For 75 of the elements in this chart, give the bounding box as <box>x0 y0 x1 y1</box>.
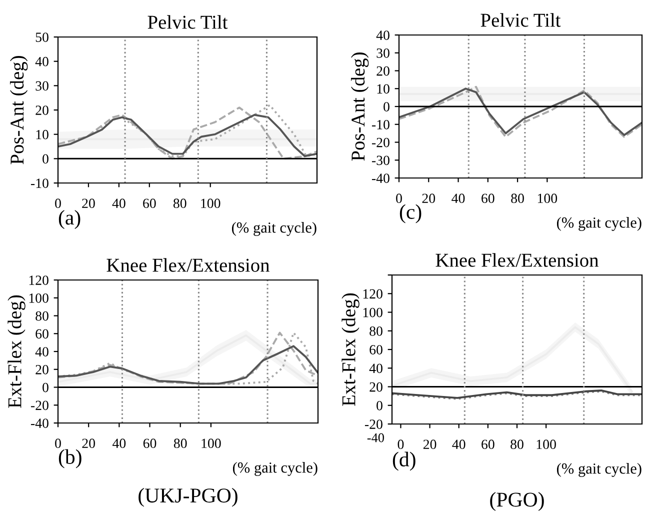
y-tick-label: 100 <box>29 293 48 303</box>
y-tick-label: 20 <box>370 382 382 392</box>
x-tick-label: 60 <box>143 198 156 208</box>
y-tick-label: 100 <box>363 308 382 318</box>
x-tick-label: 100 <box>538 194 558 204</box>
x-tick-label: 20 <box>82 198 95 208</box>
y-tick-label: 20 <box>376 66 390 76</box>
x-tick-label: 40 <box>112 438 126 448</box>
y-tick-label: 40 <box>369 364 382 374</box>
x-tick-label: 60 <box>143 438 156 448</box>
y-tick-label: 40 <box>35 56 48 66</box>
y-tick-label: 120 <box>29 276 48 285</box>
y-tick-label: 30 <box>36 81 48 91</box>
x-axis-title: (% gait cycle) <box>232 222 316 236</box>
y-tick-label: 0 <box>42 154 48 164</box>
y-tick-label: 40 <box>35 347 48 356</box>
text: (d) <box>392 452 416 471</box>
x-tick-label: 80 <box>510 440 524 450</box>
x-tick-label: 40 <box>112 198 126 208</box>
y-tick-label: 40 <box>376 30 390 40</box>
text: (PGO) <box>490 492 544 511</box>
x-tick-label: 80 <box>174 438 187 448</box>
y-tick-label: -20 <box>364 420 382 429</box>
y-tick-label: -10 <box>372 120 390 130</box>
x-tick-label: 40 <box>452 194 465 204</box>
x-tick-label: 100 <box>202 438 221 448</box>
chart-title: Knee Flex/Extension <box>436 253 599 267</box>
y-tick-label: -10 <box>30 178 48 188</box>
x-axis-title: (% gait cycle) <box>556 216 642 231</box>
y-tick-label: 0 <box>376 400 382 410</box>
x-tick-label: 0 <box>55 198 61 208</box>
y-tick-label: 20 <box>36 364 48 374</box>
y-tick-label: 60 <box>370 345 382 354</box>
y-tick-label: -40 <box>30 418 48 428</box>
y-tick-label: 0 <box>42 382 48 392</box>
x-axis-title: (% gait cycle) <box>232 462 318 476</box>
text: (a) <box>58 210 80 229</box>
x-tick-label: 100 <box>201 198 220 208</box>
y-axis-title: Pos-Ant (deg) <box>10 56 28 164</box>
text: (UKJ-PGO) <box>138 488 238 507</box>
x-tick-label: 60 <box>482 194 494 204</box>
y-tick-label: -40 <box>372 174 390 183</box>
y-axis-title: Ext-Flex (deg) <box>8 295 26 408</box>
text: (c) <box>400 204 422 224</box>
y-axis-title: Ext-Flex (deg) <box>342 293 360 406</box>
y-tick-label: 60 <box>36 329 48 339</box>
y-tick-label: 0 <box>384 102 390 112</box>
y-tick-label: -30 <box>372 156 390 166</box>
x-tick-label: 80 <box>511 194 524 204</box>
y-tick-label: 80 <box>370 326 382 336</box>
x-tick-label: 20 <box>422 194 436 204</box>
y-tick-label: 10 <box>36 130 48 140</box>
y-tick-label: 20 <box>36 106 48 115</box>
x-tick-label: 60 <box>482 440 494 450</box>
x-axis-title: (% gait cycle) <box>556 462 642 477</box>
x-tick-label: 0 <box>396 194 402 204</box>
text: (b) <box>58 449 82 468</box>
chart-title: Knee Flex/Extension <box>106 258 270 272</box>
y-axis-title: Pos-Ant (deg) <box>350 52 369 161</box>
x-tick-label: 100 <box>536 440 556 450</box>
x-tick-label: 20 <box>82 438 96 448</box>
y-tick-label: 50 <box>36 32 48 42</box>
x-tick-label: 40 <box>452 440 466 450</box>
y-tick-label: -20 <box>372 138 390 148</box>
x-tick-label: 80 <box>173 198 186 208</box>
y-tick-label: 10 <box>377 84 390 94</box>
x-tick-label: 20 <box>423 440 436 450</box>
y-tick-label: 120 <box>363 289 382 299</box>
x-tick-label: 0 <box>398 440 404 450</box>
x-tick-label: 0 <box>55 438 61 448</box>
y-tick-label: 30 <box>376 48 390 58</box>
y-tick-label: 80 <box>36 311 48 321</box>
y-tick-label: -20 <box>30 400 48 410</box>
chart-title: Pelvic Tilt <box>148 15 228 29</box>
chart-title: Pelvic Tilt <box>480 13 561 27</box>
